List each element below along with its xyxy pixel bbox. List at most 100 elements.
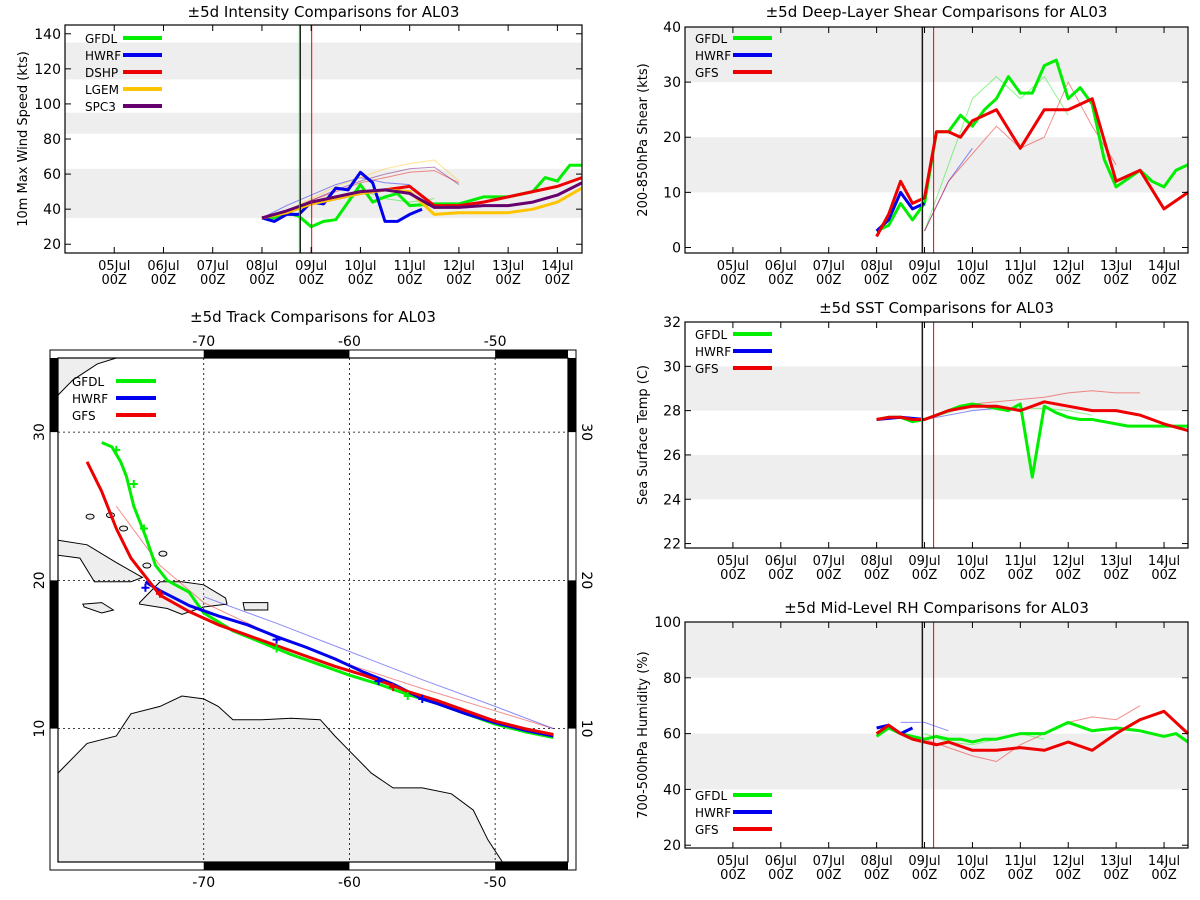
puerto-rico-land <box>242 602 269 611</box>
shade-band <box>65 168 582 218</box>
ghost-line-spc3 <box>286 166 460 212</box>
map-lon-label-top: -50 <box>484 334 507 350</box>
x-tick-day-label: 11Jul <box>1004 554 1036 569</box>
y-tick-label: 26 <box>663 448 681 464</box>
legend-label-gfdl: GFDL <box>85 32 117 46</box>
x-tick-hour-label: 00Z <box>720 868 746 883</box>
x-tick-day-label: 05Jul <box>98 259 130 274</box>
series-line-hwrf <box>261 170 423 223</box>
x-tick-hour-label: 00Z <box>960 868 986 883</box>
plot-frame <box>684 26 1189 254</box>
map-outer-frame <box>49 349 577 871</box>
track-marker-gfdl <box>129 480 138 488</box>
map-border-bar <box>495 350 568 358</box>
y-tick-label: 40 <box>663 782 681 798</box>
x-tick-day-label: 10Jul <box>344 259 376 274</box>
y-tick-label: 10 <box>663 185 681 201</box>
map-border-bar <box>568 358 576 433</box>
bahamas-islet <box>158 550 168 557</box>
y-tick-label: 20 <box>663 838 681 854</box>
series-line-gfdl <box>875 720 1189 744</box>
y-tick-label: 22 <box>663 537 681 553</box>
track-marker-gfdl <box>403 691 412 700</box>
ghost-line-gfdl <box>924 75 1069 232</box>
map-lon-label-top: -70 <box>192 334 215 350</box>
track-marker-gfs <box>156 589 164 598</box>
ghost-line-hwrf <box>261 177 410 219</box>
x-tick-hour-label: 00Z <box>1151 868 1177 883</box>
x-tick-hour-label: 00Z <box>912 568 938 583</box>
x-tick-day-label: 09Jul <box>908 554 940 569</box>
x-tick-hour-label: 00Z <box>768 273 794 288</box>
ghost-line-dshp <box>286 170 460 212</box>
jamaica-land <box>82 602 115 614</box>
x-tick-day-label: 14Jul <box>541 259 573 274</box>
legend-label-gfdl: GFDL <box>695 32 727 46</box>
x-tick-hour-label: 00Z <box>151 273 177 288</box>
x-tick-hour-label: 00Z <box>768 568 794 583</box>
track-marker-gfdl <box>272 644 281 653</box>
y-tick-label: 60 <box>43 167 61 183</box>
bahamas-islet <box>119 525 129 532</box>
legend-label-hwrf: HWRF <box>695 345 731 359</box>
chart-title: ±5d Intensity Comparisons for AL03 <box>188 3 460 21</box>
x-tick-hour-label: 00Z <box>960 568 986 583</box>
y-tick-label: 40 <box>43 202 61 218</box>
x-tick-day-label: 05Jul <box>717 854 749 869</box>
y-axis-label: Sea Surface Temp (C) <box>636 365 651 505</box>
track-marker-hwrf <box>141 583 150 592</box>
y-tick-label: 28 <box>663 404 681 420</box>
track-marker-gfdl <box>139 524 148 533</box>
x-tick-hour-label: 00Z <box>1008 273 1034 288</box>
x-tick-day-label: 13Jul <box>1100 554 1132 569</box>
x-tick-hour-label: 00Z <box>1056 273 1082 288</box>
plot-frame <box>684 621 1189 849</box>
x-tick-hour-label: 00Z <box>1008 868 1034 883</box>
sst-chart: 22242628303205Jul00Z06Jul00Z07Jul00Z08Ju… <box>636 299 1189 583</box>
x-tick-day-label: 06Jul <box>765 854 797 869</box>
shade-band <box>685 366 1188 411</box>
x-tick-hour-label: 00Z <box>864 273 890 288</box>
track-marker-hwrf <box>374 677 383 686</box>
x-tick-day-label: 07Jul <box>813 259 845 274</box>
x-tick-day-label: 12Jul <box>443 259 475 274</box>
x-tick-hour-label: 00Z <box>720 568 746 583</box>
x-tick-hour-label: 00Z <box>1103 273 1129 288</box>
map-lon-label-bottom: -60 <box>338 875 361 891</box>
legend-label-hwrf: HWRF <box>695 806 731 820</box>
y-tick-label: 100 <box>34 97 61 113</box>
ghost-line-hwrf <box>924 148 973 232</box>
x-tick-day-label: 10Jul <box>956 854 988 869</box>
x-tick-day-label: 05Jul <box>717 554 749 569</box>
x-tick-hour-label: 00Z <box>249 273 275 288</box>
x-tick-hour-label: 00Z <box>102 273 128 288</box>
legend-label-lgem: LGEM <box>85 83 119 97</box>
y-tick-label: 140 <box>34 27 61 43</box>
map-lat-label-left: 30 <box>32 423 48 441</box>
map-border-bar <box>203 862 350 870</box>
x-tick-hour-label: 00Z <box>545 273 571 288</box>
chart-title: ±5d Deep-Layer Shear Comparisons for AL0… <box>766 3 1108 21</box>
x-tick-hour-label: 00Z <box>1103 868 1129 883</box>
y-tick-label: 60 <box>663 727 681 743</box>
x-tick-day-label: 08Jul <box>246 259 278 274</box>
x-tick-hour-label: 00Z <box>446 273 472 288</box>
bahamas-islet <box>142 562 152 569</box>
ghost-track-gfs <box>115 505 554 730</box>
x-tick-hour-label: 00Z <box>495 273 521 288</box>
y-axis-label: 700-500hPa Humidity (%) <box>636 651 651 818</box>
map-lat-label-left: 20 <box>32 571 48 589</box>
x-tick-day-label: 11Jul <box>394 259 426 274</box>
x-tick-day-label: 12Jul <box>1052 554 1084 569</box>
x-tick-day-label: 07Jul <box>197 259 229 274</box>
x-tick-hour-label: 00Z <box>298 273 324 288</box>
x-tick-day-label: 13Jul <box>1100 854 1132 869</box>
x-tick-hour-label: 00Z <box>1151 568 1177 583</box>
map-lon-label-bottom: -50 <box>484 875 507 891</box>
x-tick-hour-label: 00Z <box>912 273 938 288</box>
x-tick-hour-label: 00Z <box>816 868 842 883</box>
map-border-bar <box>495 862 568 870</box>
ghost-line-lgem <box>286 159 460 212</box>
y-tick-label: 20 <box>43 237 61 253</box>
track-marker-hwrf <box>272 635 281 644</box>
